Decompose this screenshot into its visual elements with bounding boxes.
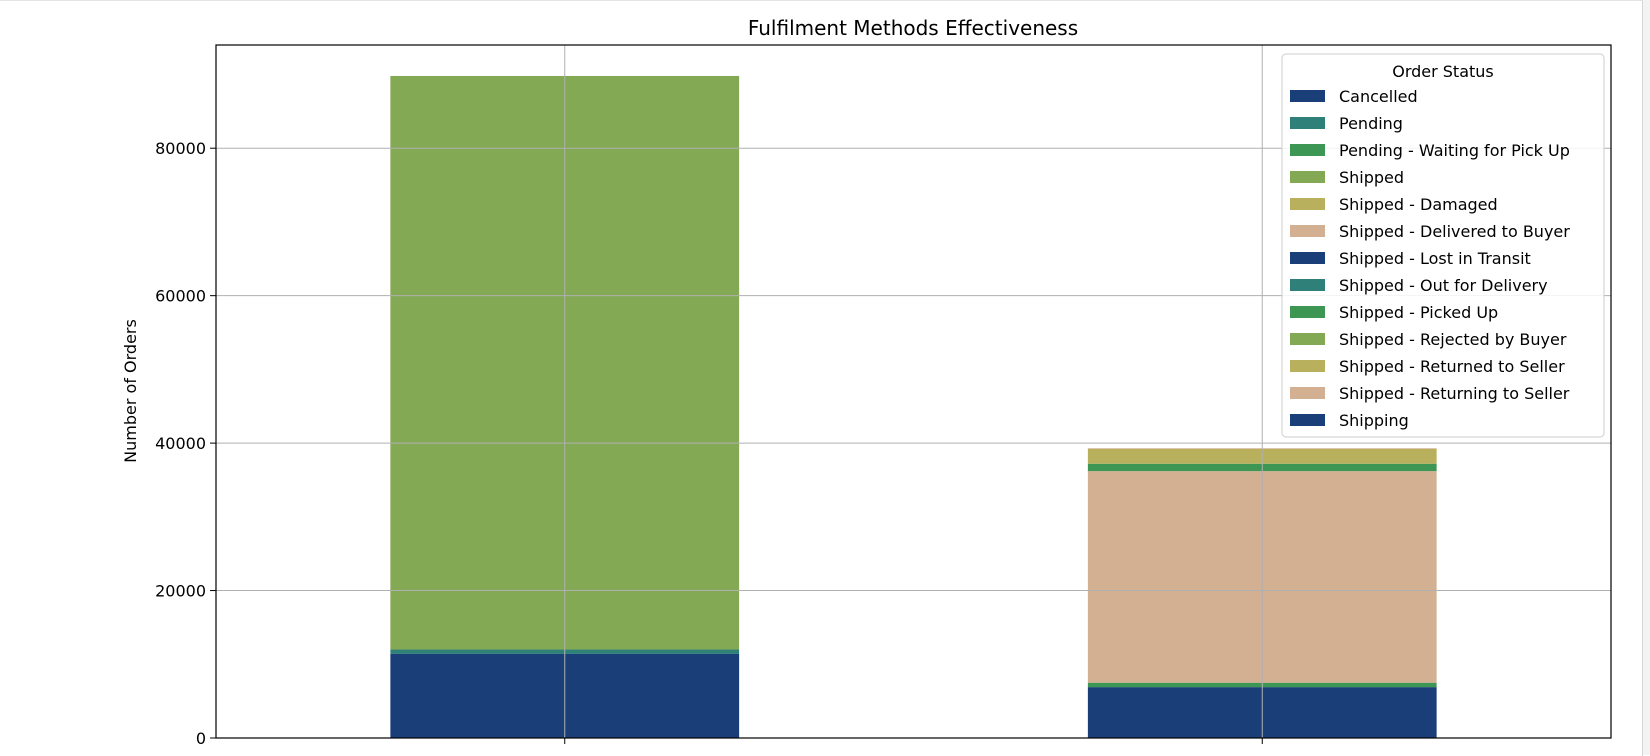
legend-swatch xyxy=(1290,414,1325,426)
legend-swatch xyxy=(1290,333,1325,345)
legend-label: Shipped - Picked Up xyxy=(1339,303,1498,322)
legend-swatch xyxy=(1290,225,1325,237)
y-axis: 0 20000 40000 60000 80000 xyxy=(155,139,216,748)
legend-label: Pending - Waiting for Pick Up xyxy=(1339,141,1570,160)
y-tick-label: 40000 xyxy=(155,434,206,453)
legend-title: Order Status xyxy=(1392,62,1494,81)
legend-label: Pending xyxy=(1339,114,1403,133)
legend-label: Shipped - Rejected by Buyer xyxy=(1339,330,1567,349)
legend-label: Shipped - Lost in Transit xyxy=(1339,249,1531,268)
legend-label: Shipping xyxy=(1339,411,1409,430)
y-tick-label: 60000 xyxy=(155,287,206,306)
legend-swatch xyxy=(1290,117,1325,129)
legend-swatch xyxy=(1290,144,1325,156)
legend-label: Shipped - Returning to Seller xyxy=(1339,384,1570,403)
y-tick-label: 80000 xyxy=(155,139,206,158)
y-tick-label: 20000 xyxy=(155,582,206,601)
scrollbar[interactable] xyxy=(1643,0,1650,755)
legend-label: Shipped - Damaged xyxy=(1339,195,1498,214)
plot-frame xyxy=(215,44,1612,739)
legend-swatch xyxy=(1290,171,1325,183)
chart-title: Fulfilment Methods Effectiveness xyxy=(748,16,1078,40)
legend-label: Shipped - Out for Delivery xyxy=(1339,276,1548,295)
legend-box xyxy=(1281,53,1605,438)
legend-swatch xyxy=(1290,279,1325,291)
y-axis-title: Number of Orders xyxy=(121,319,140,463)
legend-swatch xyxy=(1290,252,1325,264)
legend-label: Shipped - Delivered to Buyer xyxy=(1339,222,1570,241)
legend: Order Status Cancelled Pending Pending - Wa… xyxy=(1281,53,1605,438)
legend-swatch xyxy=(1290,360,1325,372)
x-axis xyxy=(564,738,1263,744)
legend-swatch xyxy=(1290,198,1325,210)
legend-label: Shipped - Returned to Seller xyxy=(1339,357,1565,376)
y-tick-label: 0 xyxy=(196,729,206,748)
legend-swatch xyxy=(1290,306,1325,318)
legend-swatch xyxy=(1290,387,1325,399)
legend-label: Cancelled xyxy=(1339,87,1418,106)
legend-swatch xyxy=(1290,90,1325,102)
legend-label: Shipped xyxy=(1339,168,1404,187)
